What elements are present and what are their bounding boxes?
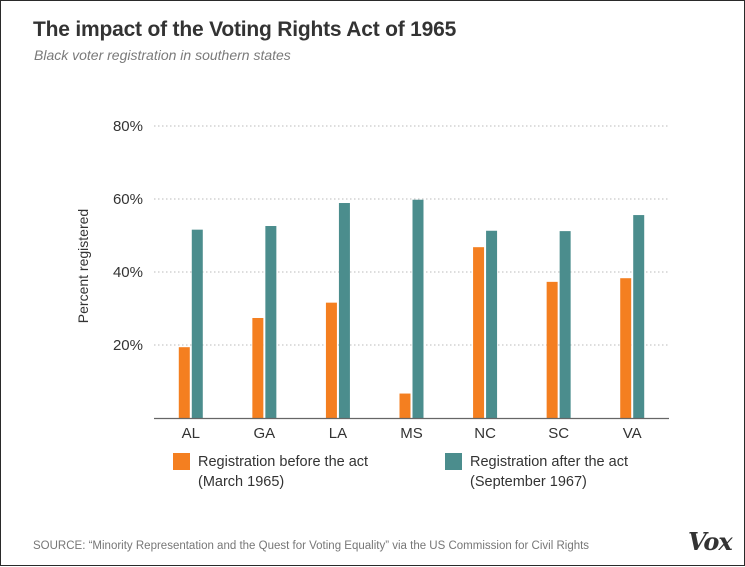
source-note: SOURCE: “Minority Representation and the… — [33, 540, 590, 552]
bar-after — [633, 215, 645, 418]
legend-label-after-line1: Registration after the act — [470, 454, 628, 470]
y-tick-label: 60% — [113, 191, 143, 208]
bar-before — [620, 278, 632, 418]
bar-before — [252, 317, 264, 418]
bar-after — [486, 230, 498, 418]
y-tick-label: 40% — [113, 264, 143, 281]
bar-before — [325, 302, 337, 418]
x-tick-label: AL — [182, 425, 200, 442]
x-tick-label: SC — [548, 425, 569, 442]
bar-before — [546, 281, 558, 418]
bar-after — [412, 199, 424, 418]
legend-item-before: Registration before the act (March 1965) — [173, 452, 368, 492]
bar-before — [178, 347, 190, 418]
y-tick-label: 80% — [113, 118, 143, 135]
legend-label-after-line2: (September 1967) — [470, 474, 587, 490]
vox-logo: Vox — [688, 527, 733, 556]
legend-swatch-after — [445, 453, 462, 470]
y-axis-label: Percent registered — [75, 209, 91, 323]
x-tick-label: LA — [329, 425, 347, 442]
legend-label-before-line1: Registration before the act — [198, 454, 369, 470]
chart-title: The impact of the Voting Rights Act of 1… — [33, 18, 457, 41]
bar-after — [191, 229, 203, 418]
x-tick-label: GA — [254, 425, 276, 442]
bar-after — [559, 231, 571, 418]
bar-after — [338, 203, 350, 418]
bar-before — [473, 247, 485, 418]
x-tick-label: MS — [400, 425, 423, 442]
x-tick-label: NC — [474, 425, 496, 442]
legend-label-before-line2: (March 1965) — [198, 474, 285, 490]
legend-swatch-before — [173, 453, 190, 470]
y-tick-label: 20% — [113, 337, 143, 354]
x-tick-label: VA — [623, 425, 642, 442]
legend-item-after: Registration after the act (September 19… — [445, 452, 628, 492]
chart-subtitle: Black voter registration in southern sta… — [34, 47, 291, 63]
bar-before — [399, 393, 411, 418]
bar-after — [265, 226, 277, 418]
